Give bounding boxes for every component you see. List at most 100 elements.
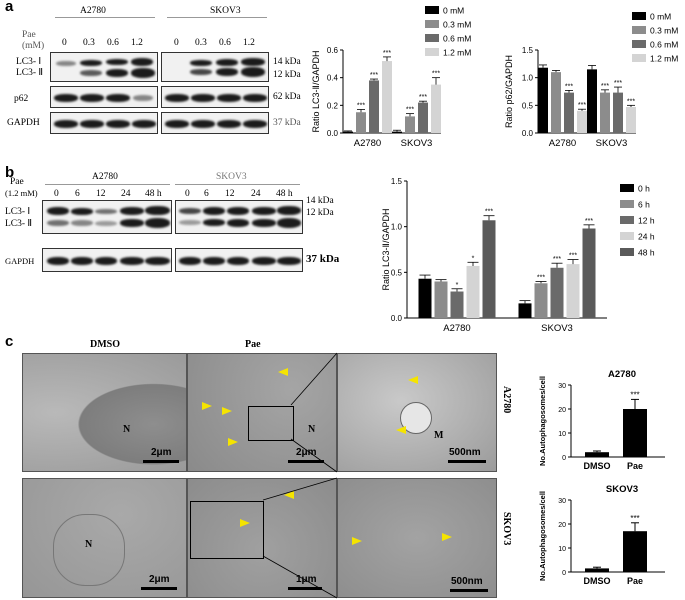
cc2-ytick-label-0: 0: [562, 570, 566, 577]
scale-label-1: 2μm: [151, 447, 172, 458]
nucleus-label-2: N: [308, 424, 316, 435]
unit-label: (mM): [22, 41, 45, 51]
a-dose-4: 1.2: [131, 38, 143, 48]
cb-ytick-label-0: 0.0: [391, 314, 403, 323]
ca1-bar-0-2: [369, 80, 379, 133]
cb-legend-swatch-2: [620, 216, 634, 224]
arrow-4: [228, 438, 238, 446]
scale-bar-3: [448, 460, 486, 463]
cb-ytick-label-3: 1.5: [391, 177, 403, 186]
a-kda-37: 37 kDa: [273, 118, 301, 128]
em-a2780-zoom: M 500nm: [337, 353, 497, 472]
cb-sig-0-3: *: [472, 255, 475, 262]
ca1-bar-1-0: [392, 131, 402, 133]
ca2-bar-1-0: [587, 69, 597, 133]
a-blot-gapdh-a2780: [50, 112, 158, 134]
b-time-3: 12: [96, 189, 106, 199]
arrow-3: [222, 407, 232, 415]
ca1-legend-swatch-0: [425, 6, 439, 14]
ca1-legend-label-2: 0.6 mM: [443, 34, 471, 44]
cb-sig-0-4: ***: [485, 209, 493, 216]
ca2-sig-1-2: ***: [614, 80, 622, 87]
b-time-5: 48 h: [145, 189, 162, 199]
a-row-lc3-1: LC3- Ⅰ: [16, 57, 42, 67]
panel-c-letter: c: [5, 333, 14, 350]
scale-label-6: 500nm: [451, 576, 483, 587]
cc2-bar-1: [623, 531, 647, 572]
cb-bar-0-0: [418, 278, 432, 318]
scale-bar-6: [450, 589, 488, 592]
mito-label: M: [434, 430, 444, 441]
cc2-title: SKOV3: [606, 484, 638, 495]
a-blot-lc3-a2780: [50, 52, 158, 82]
arrow-8: [240, 519, 250, 527]
a-dose-1: 0: [62, 38, 67, 48]
cb-sig-1-2: ***: [553, 256, 561, 263]
b-unit-label: (1.2 mM): [5, 188, 38, 198]
a-cellline-1: A2780: [80, 6, 106, 16]
ca1-sig-1-2: ***: [419, 94, 427, 101]
a-dose-8: 1.2: [243, 38, 255, 48]
cc1-sig-1: ***: [630, 390, 639, 399]
cb-legend-swatch-3: [620, 232, 634, 240]
b-kda-37: 37 kDa: [306, 253, 340, 265]
ca1-ytick-label-1: 0.2: [327, 101, 339, 110]
cb-bar-0-3: [466, 265, 480, 318]
arrow-6: [396, 426, 406, 434]
ca1-legend-label-1: 0.3 mM: [443, 20, 471, 30]
ca1-xlabel-0: A2780: [354, 138, 381, 149]
em-skov3-zoom: 500nm: [337, 478, 497, 598]
ca1-ytick-label-3: 0.6: [327, 46, 339, 55]
b-time-6: 0: [185, 189, 190, 199]
ca2-bar-0-3: [577, 110, 587, 133]
chart-a-p62: 0.0 0.5 1.0 1.5 Ratio p62/GAPDH *** *** A2780 **…: [504, 12, 678, 150]
cc2-ytick-label-3: 30: [558, 498, 566, 505]
ca2-legend-swatch-3: [632, 54, 646, 62]
arrow-10: [442, 533, 452, 541]
ca1-legend-swatch-2: [425, 34, 439, 42]
ca1-bar-1-1: [405, 116, 415, 133]
cb-ytick-label-2: 1.0: [391, 223, 403, 232]
b-row-lc3-1: LC3- Ⅰ: [5, 207, 31, 217]
em-a2780-pae: N 2μm: [187, 353, 337, 472]
a-dose-3: 0.6: [107, 38, 119, 48]
cc1-ytick-label-3: 30: [558, 383, 566, 390]
ca1-legend-swatch-3: [425, 48, 439, 56]
a-cellline-2-rule: [167, 17, 267, 18]
em-a2780-dmso: N 2μm: [22, 353, 187, 472]
ca2-sig-1-1: ***: [601, 83, 609, 90]
ca2-ytick-label-1: 0.5: [522, 101, 534, 110]
ca1-legend-label-3: 1.2 mM: [443, 48, 471, 58]
a-blot-lc3-skov3: [161, 52, 269, 82]
c-col-dmso: DMSO: [90, 339, 120, 350]
b-cellline-1: A2780: [92, 172, 118, 182]
arrow-5: [408, 376, 418, 384]
ca2-ytick-label-0: 0.0: [522, 129, 534, 138]
b-kda-12: 12 kDa: [306, 208, 334, 218]
scale-label-5: 1μm: [296, 574, 317, 585]
cb-bar-0-1: [434, 281, 448, 318]
ca1-legend-swatch-1: [425, 20, 439, 28]
cc2-ytick-label-2: 20: [558, 522, 566, 529]
cc2-ylabel: No.Autophagosomes/cell: [538, 491, 547, 581]
cb-sig-0-2: *: [456, 282, 459, 289]
ca2-legend-label-3: 1.2 mM: [650, 54, 678, 64]
b-time-2: 6: [75, 189, 80, 199]
ca1-ylabel: Ratio LC3-Ⅱ/GAPDH: [311, 51, 321, 133]
a-blot-gapdh-skov3: [161, 112, 269, 134]
chart-c-skov3: SKOV3 0 10 20 30 No.Autophagosomes/cell DMSO **…: [538, 484, 665, 586]
row-label-a2780: A2780: [501, 386, 512, 414]
b-blot-gapdh-a2780: [42, 248, 172, 272]
b-blot-gapdh-skov3: [175, 248, 303, 272]
a-cellline-1-rule: [55, 17, 155, 18]
ca2-ytick-label-3: 1.5: [522, 46, 534, 55]
scale-bar-5: [288, 587, 322, 590]
ca1-bar-0-1: [356, 112, 366, 133]
row-label-skov3: SKOV3: [501, 512, 512, 546]
cb-bar-1-2: [550, 267, 564, 318]
cc1-bar-1: [623, 409, 647, 457]
ca2-bar-0-2: [564, 92, 574, 133]
ca1-bar-1-3: [431, 84, 441, 133]
cb-bar-1-4: [582, 228, 596, 318]
a-row-lc3-2: LC3- Ⅱ: [16, 68, 44, 78]
